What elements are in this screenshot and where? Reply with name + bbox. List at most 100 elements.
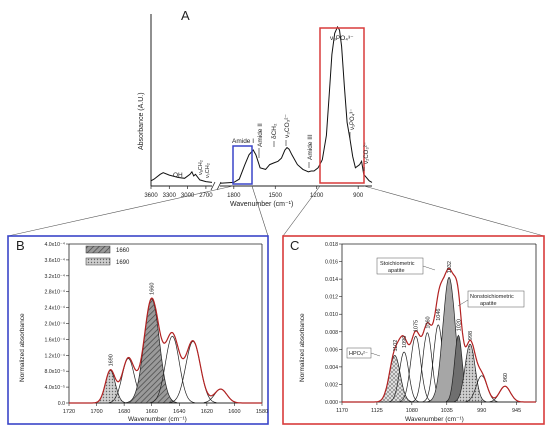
- annot-hpo4-leader: [370, 352, 381, 357]
- peak-label-1660: 1660: [150, 283, 156, 295]
- panel-b-frame: [7, 235, 269, 425]
- panel-c: C Normalized absorbance Wavenumber (cm⁻¹…: [282, 235, 545, 425]
- peak-label-1690: 1690: [108, 354, 114, 366]
- x-tick-label: 1125: [371, 408, 383, 414]
- component-peak-1690: [95, 370, 126, 404]
- y-tick-label: 0.0: [58, 401, 65, 407]
- annot-v1-po4: ν₁PO₄³⁻: [350, 109, 356, 130]
- x-tick-label: 1640: [173, 409, 185, 415]
- panel-a-annotation-arrows: [258, 132, 365, 171]
- component-peak-1005: [454, 343, 487, 403]
- y-tick-label: 0.004: [325, 365, 338, 371]
- x-tick-label: 1580: [256, 409, 268, 415]
- y-tick-label: 0.014: [325, 277, 338, 283]
- peak-label-1046: 1046: [436, 309, 442, 321]
- panel-c-plot: 1102 1090 1075 1060 1046 1032 1020 998 960: [342, 261, 536, 403]
- annot-nonstoich-leader: [457, 299, 469, 307]
- peak-label-960: 960: [503, 373, 509, 382]
- panel-c-ticks: 1170 1125 1080 1035 990 945 0.000 0.002 0.004 0.0…: [325, 242, 521, 414]
- envelope-line: [342, 267, 536, 403]
- peak-label-1090: 1090: [402, 336, 408, 348]
- annot-vs-ch2: νₛCH₂: [205, 163, 211, 178]
- y-tick-label: 0.000: [325, 400, 338, 406]
- annot-nonstoich: Nonstoichiometric apatite: [470, 294, 515, 307]
- y-tick-label: 0.002: [325, 382, 338, 388]
- y-tick-label: 0.018: [325, 242, 338, 248]
- annot-delta-ch2: δCH₂: [271, 123, 278, 139]
- x-tick-label: 1600: [228, 409, 240, 415]
- x-tick-label: 1035: [441, 408, 453, 414]
- annot-v2-co3: ν₂CO₃²⁻: [364, 142, 370, 164]
- envelope-line: [69, 297, 262, 404]
- y-tick-label: 4.0x10⁻⁵: [45, 385, 65, 391]
- peak-label-1102: 1102: [393, 340, 399, 352]
- annot-stoich: Stoichiometric apatite: [380, 261, 416, 274]
- x-tick-label: 1170: [336, 408, 348, 414]
- panel-b: B Normalized absorbance Wavenumber (cm⁻¹…: [7, 235, 269, 425]
- peak-label-998: 998: [468, 331, 474, 340]
- peak-label-1032: 1032: [447, 261, 453, 273]
- x-tick-label: 1680: [118, 409, 130, 415]
- annot-amide-ii: Amide II: [257, 123, 264, 147]
- annot-stoich-line1: Stoichiometric: [380, 261, 415, 267]
- panel-b-legend: 1660 1690: [85, 245, 130, 266]
- y-tick-label: 4.0x10⁻⁴: [44, 242, 65, 248]
- a-tick-label: 1500: [269, 193, 283, 199]
- x-tick-label: 1620: [201, 409, 213, 415]
- annot-amide-iii: Amide III: [307, 134, 314, 160]
- panel-a-annotations: OH νₐCH₂ νₛCH₂ Amide I Amide II δCH₂ ν₃C…: [173, 35, 370, 179]
- x-tick-label: 1720: [63, 409, 75, 415]
- panel-a: A Absorbance (A.U.) Wavenumber (cm⁻¹) 36…: [138, 8, 373, 208]
- legend-swatch-dotted: [85, 257, 111, 266]
- panel-b-label: B: [16, 238, 25, 253]
- panel-c-label: C: [290, 238, 299, 253]
- component-peak-1645: [149, 335, 195, 404]
- y-tick-label: 1.6x10⁻⁴: [44, 337, 65, 343]
- annot-v3-po4: ν₃PO₄³⁻: [330, 35, 354, 42]
- a-tick-label: 3600: [144, 193, 158, 199]
- a-tick-label: 1800: [227, 193, 241, 199]
- spectrum-line-fingerprint: [219, 25, 373, 184]
- x-tick-label: 1700: [90, 409, 102, 415]
- annot-stoich-line2: apatite: [388, 268, 405, 274]
- component-peak-1660: [125, 298, 178, 404]
- panel-b-x-label: Wavenumber (cm⁻¹): [128, 416, 187, 423]
- annot-stoich-leader: [422, 265, 436, 271]
- zoom-connectors: [7, 185, 545, 237]
- y-tick-label: 3.2x10⁻⁴: [44, 274, 65, 280]
- panel-b-y-label: Normalized absorbance: [19, 313, 26, 382]
- y-tick-label: 0.008: [325, 330, 338, 336]
- y-tick-label: 0.006: [325, 347, 338, 353]
- spectrum-line-high-wavenumber: [150, 170, 213, 183]
- y-tick-label: 3.6x10⁻⁴: [44, 258, 65, 264]
- panel-c-frame: [282, 235, 545, 425]
- panel-a-amide-box: [232, 145, 253, 185]
- a-tick-label: 900: [353, 193, 364, 199]
- legend-label-1660: 1660: [116, 248, 130, 254]
- annot-nonstoich-box: [467, 290, 525, 308]
- x-tick-label: 1080: [406, 408, 418, 414]
- annot-v3-co3: ν₃CO₃²⁻: [284, 114, 291, 138]
- panel-c-x-label: Wavenumber (cm⁻¹): [405, 416, 464, 423]
- panel-a-x-label: Wavenumber (cm⁻¹): [230, 201, 293, 208]
- panel-c-annotations: Stoichiometric apatite Nonstoichiometric…: [346, 257, 525, 359]
- x-tick-label: 945: [512, 408, 521, 414]
- y-tick-label: 0.012: [325, 295, 338, 301]
- annot-nonstoich-line1: Nonstoichiometric: [470, 294, 514, 300]
- annot-vas-ch2: νₐCH₂: [198, 160, 204, 175]
- panel-b-plot: 1690 1660: [69, 283, 262, 404]
- peak-label-1060: 1060: [425, 316, 431, 328]
- panel-a-phosphate-box: [319, 27, 365, 184]
- a-tick-label: 3300: [163, 193, 177, 199]
- annot-oh: OH: [173, 172, 183, 179]
- y-tick-label: 0.016: [325, 260, 338, 266]
- panel-a-axis-break-1: [210, 181, 216, 191]
- x-tick-label: 1660: [146, 409, 158, 415]
- y-tick-label: 2.4x10⁻⁴: [44, 306, 65, 312]
- annot-nonstoich-line2: apatite: [480, 301, 497, 307]
- component-peak-1630: [169, 341, 217, 404]
- panel-a-y-label: Absorbance (A.U.): [138, 92, 145, 150]
- panel-a-plot: [150, 25, 373, 184]
- panel-b-ticks: 1720 1700 1680 1660 1640 1620 1600 1580 0.0 4.0x1…: [44, 242, 268, 415]
